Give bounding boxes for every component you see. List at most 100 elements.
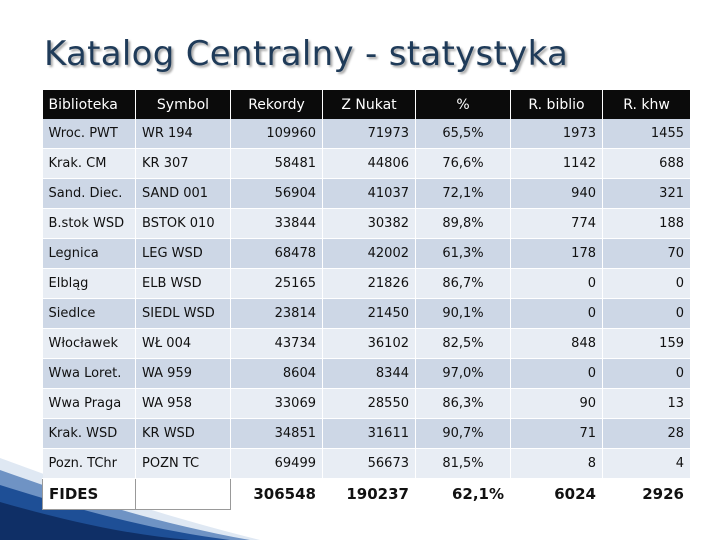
cell-library-name: Włocławek: [42, 328, 136, 359]
cell-percent: 90,1%: [415, 298, 511, 329]
cell-symbol: BSTOK 010: [135, 208, 231, 239]
cell-r-khw: 13: [602, 388, 691, 419]
cell-library-name: Elbląg: [42, 268, 136, 299]
column-header-rekordy: Rekordy: [230, 90, 323, 119]
cell-z-nukat: 28550: [322, 388, 416, 419]
cell-z-nukat: 71973: [322, 119, 416, 149]
cell-r-biblio: 90: [510, 388, 603, 419]
cell-z-nukat: 21450: [322, 298, 416, 329]
cell-r-khw: 28: [602, 418, 691, 449]
table-row: Wwa Praga WA 958 33069 28550 86,3% 90 13: [42, 388, 691, 419]
table-row: Legnica LEG WSD 68478 42002 61,3% 178 70: [42, 238, 691, 269]
cell-library-name: Wwa Praga: [42, 388, 136, 419]
cell-rekordy: 33069: [230, 388, 323, 419]
cell-r-khw: 159: [602, 328, 691, 359]
table-row: Elbląg ELB WSD 25165 21826 86,7% 0 0: [42, 268, 691, 299]
cell-symbol: KR WSD: [135, 418, 231, 449]
cell-rekordy: 109960: [230, 119, 323, 149]
cell-r-khw: 0: [602, 268, 691, 299]
cell-z-nukat: 36102: [322, 328, 416, 359]
column-header-symbol: Symbol: [135, 90, 231, 119]
cell-rekordy: 23814: [230, 298, 323, 329]
cell-rekordy: 68478: [230, 238, 323, 269]
cell-symbol: KR 307: [135, 148, 231, 179]
cell-library-name: Sand. Diec.: [42, 178, 136, 209]
cell-r-biblio: 1142: [510, 148, 603, 179]
table-row: Wroc. PWT WR 194 109960 71973 65,5% 1973 1455: [42, 119, 691, 149]
table-row: Włocławek WŁ 004 43734 36102 82,5% 848 159: [42, 328, 691, 359]
cell-rekordy: 58481: [230, 148, 323, 179]
totals-symbol: [135, 478, 231, 510]
column-header-r-biblio: R. biblio: [510, 90, 603, 119]
cell-symbol: WA 959: [135, 358, 231, 389]
table-row: Siedlce SIEDL WSD 23814 21450 90,1% 0 0: [42, 298, 691, 329]
column-header-percent: %: [415, 90, 511, 119]
cell-rekordy: 25165: [230, 268, 323, 299]
cell-r-biblio: 848: [510, 328, 603, 359]
cell-r-biblio: 940: [510, 178, 603, 209]
cell-r-khw: 0: [602, 358, 691, 389]
totals-z-nukat: 190237: [322, 478, 416, 510]
cell-symbol: LEG WSD: [135, 238, 231, 269]
cell-rekordy: 33844: [230, 208, 323, 239]
cell-z-nukat: 8344: [322, 358, 416, 389]
cell-z-nukat: 44806: [322, 148, 416, 179]
cell-library-name: B.stok WSD: [42, 208, 136, 239]
cell-percent: 81,5%: [415, 448, 511, 479]
cell-percent: 97,0%: [415, 358, 511, 389]
cell-symbol: SAND 001: [135, 178, 231, 209]
table-row: Krak. WSD KR WSD 34851 31611 90,7% 71 28: [42, 418, 691, 449]
cell-r-biblio: 178: [510, 238, 603, 269]
cell-z-nukat: 56673: [322, 448, 416, 479]
cell-percent: 76,6%: [415, 148, 511, 179]
cell-r-biblio: 71: [510, 418, 603, 449]
cell-r-biblio: 8: [510, 448, 603, 479]
page-title: Katalog Centralny - statystyka: [44, 34, 569, 74]
totals-rekordy: 306548: [230, 478, 323, 510]
totals-r-biblio: 6024: [510, 478, 603, 510]
cell-rekordy: 43734: [230, 328, 323, 359]
cell-z-nukat: 21826: [322, 268, 416, 299]
cell-symbol: POZN TC: [135, 448, 231, 479]
totals-row: FIDES 306548 190237 62,1% 6024 2926: [42, 478, 691, 510]
cell-library-name: Krak. WSD: [42, 418, 136, 449]
cell-percent: 86,7%: [415, 268, 511, 299]
column-header-biblioteka: Biblioteka: [42, 90, 136, 119]
cell-library-name: Wwa Loret.: [42, 358, 136, 389]
cell-z-nukat: 30382: [322, 208, 416, 239]
table-row: Pozn. TChr POZN TC 69499 56673 81,5% 8 4: [42, 448, 691, 479]
cell-symbol: WA 958: [135, 388, 231, 419]
cell-z-nukat: 31611: [322, 418, 416, 449]
cell-r-biblio: 774: [510, 208, 603, 239]
cell-library-name: Krak. CM: [42, 148, 136, 179]
cell-r-biblio: 0: [510, 358, 603, 389]
cell-symbol: ELB WSD: [135, 268, 231, 299]
decorative-swoosh: [0, 458, 260, 540]
totals-r-khw: 2926: [602, 478, 691, 510]
cell-symbol: WR 194: [135, 119, 231, 149]
cell-r-khw: 688: [602, 148, 691, 179]
cell-library-name: Pozn. TChr: [42, 448, 136, 479]
cell-r-khw: 1455: [602, 119, 691, 149]
cell-z-nukat: 42002: [322, 238, 416, 269]
cell-rekordy: 34851: [230, 418, 323, 449]
totals-label: FIDES: [42, 478, 136, 510]
cell-z-nukat: 41037: [322, 178, 416, 209]
cell-percent: 86,3%: [415, 388, 511, 419]
cell-r-biblio: 1973: [510, 119, 603, 149]
cell-r-biblio: 0: [510, 268, 603, 299]
column-header-r-khw: R. khw: [602, 90, 691, 119]
cell-r-biblio: 0: [510, 298, 603, 329]
cell-percent: 90,7%: [415, 418, 511, 449]
cell-library-name: Siedlce: [42, 298, 136, 329]
cell-rekordy: 56904: [230, 178, 323, 209]
column-header-z-nukat: Z Nukat: [322, 90, 416, 119]
cell-percent: 89,8%: [415, 208, 511, 239]
totals-percent: 62,1%: [415, 478, 511, 510]
cell-rekordy: 69499: [230, 448, 323, 479]
cell-rekordy: 8604: [230, 358, 323, 389]
cell-r-khw: 0: [602, 298, 691, 329]
cell-symbol: SIEDL WSD: [135, 298, 231, 329]
cell-symbol: WŁ 004: [135, 328, 231, 359]
table-row: B.stok WSD BSTOK 010 33844 30382 89,8% 774 188: [42, 208, 691, 239]
